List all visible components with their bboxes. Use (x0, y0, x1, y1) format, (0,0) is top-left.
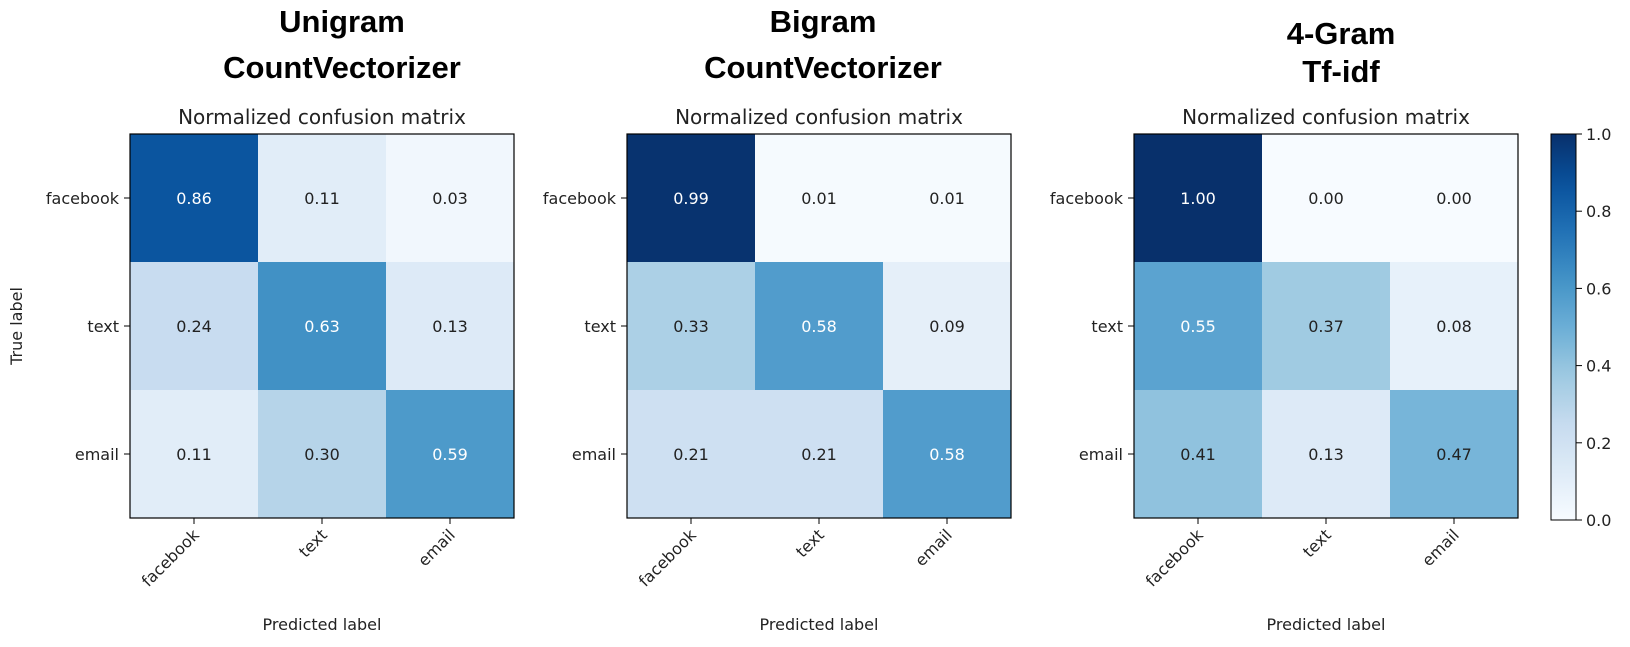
chart-1-title: Normalized confusion matrix (178, 105, 466, 129)
chart-1-cell-label-2-2: 0.59 (432, 445, 468, 464)
chart-2-xtick-label-2: email (911, 525, 956, 570)
chart-3-cell-label-0-1: 0.00 (1308, 189, 1344, 208)
chart-3-cell-label-1-0: 0.55 (1180, 317, 1216, 336)
chart-1-ytick-label-2: email (75, 445, 119, 464)
chart-3-ytick-label-0: facebook (1050, 189, 1124, 208)
chart-1-cell-label-1-0: 0.24 (176, 317, 212, 336)
chart-1-cell-0-2 (386, 134, 514, 262)
chart-1-cell-0-0 (130, 134, 258, 262)
chart-1-xlabel: Predicted label (263, 615, 382, 634)
chart-2-xtick-label-1: text (792, 525, 828, 561)
chart-1-heading-line-2: CountVectorizer (223, 50, 461, 85)
chart-2-cell-label-1-0: 0.33 (673, 317, 709, 336)
chart-3-cell-2-0 (1134, 390, 1262, 518)
chart-2-cell-0-2 (883, 134, 1011, 262)
chart-2-cell-1-2 (883, 262, 1011, 390)
chart-3-cell-1-0 (1134, 262, 1262, 390)
chart-1-cell-2-1 (258, 390, 386, 518)
chart-2-ytick-label-1: text (584, 317, 616, 336)
colorbar-tick-label-3: 0.4 (1586, 357, 1611, 376)
chart-3-cell-1-2 (1390, 262, 1518, 390)
chart-3-heading-line-2: Tf-idf (1302, 54, 1380, 89)
chart-2-cell-label-2-2: 0.58 (929, 445, 965, 464)
chart-1-cell-0-1 (258, 134, 386, 262)
chart-3-cell-0-0 (1134, 134, 1262, 262)
colorbar-tick-label-2: 0.6 (1586, 279, 1611, 298)
chart-2-cell-label-0-0: 0.99 (673, 189, 709, 208)
chart-3-cell-0-2 (1390, 134, 1518, 262)
chart-1-ytick-label-0: facebook (46, 189, 120, 208)
chart-1-cell-label-2-1: 0.30 (304, 445, 340, 464)
chart-3-xtick-label-1: text (1299, 525, 1335, 561)
chart-1-cell-2-0 (130, 390, 258, 518)
chart-3-cell-0-1 (1262, 134, 1390, 262)
chart-3-cell-label-2-0: 0.41 (1180, 445, 1216, 464)
chart-2-cell-label-1-1: 0.58 (801, 317, 837, 336)
chart-2-ytick-label-2: email (572, 445, 616, 464)
chart-2-cell-label-2-1: 0.21 (801, 445, 837, 464)
colorbar (1550, 133, 1577, 521)
chart-3-xtick-label-0: facebook (1142, 525, 1208, 591)
colorbar-tick-label-1: 0.8 (1586, 202, 1611, 221)
chart-2-cell-2-2 (883, 390, 1011, 518)
chart-2-title: Normalized confusion matrix (675, 105, 963, 129)
chart-1-cell-2-2 (386, 390, 514, 518)
chart-2-xtick-label-0: facebook (635, 525, 701, 591)
chart-1-cell-label-0-1: 0.11 (304, 189, 340, 208)
colorbar-tick-label-5: 0.0 (1586, 511, 1611, 530)
chart-3-heading-line-1: 4-Gram (1287, 16, 1396, 51)
colorbar-tick-label-4: 0.2 (1586, 434, 1611, 453)
chart-1-ytick-label-1: text (87, 317, 119, 336)
chart-2-cell-0-0 (627, 134, 755, 262)
chart-3-xtick-label-2: email (1418, 525, 1463, 570)
chart-1-cell-label-0-2: 0.03 (432, 189, 468, 208)
chart-2-xlabel: Predicted label (760, 615, 879, 634)
chart-1-cell-label-2-0: 0.11 (176, 445, 212, 464)
chart-1-cell-label-1-1: 0.63 (304, 317, 340, 336)
chart-3-ytick-label-2: email (1079, 445, 1123, 464)
chart-3-cell-label-0-2: 0.00 (1436, 189, 1472, 208)
chart-1-cell-1-1 (258, 262, 386, 390)
chart-3-xlabel: Predicted label (1267, 615, 1386, 634)
chart-2-ytick-label-0: facebook (543, 189, 617, 208)
chart-3-cell-label-0-0: 1.00 (1180, 189, 1216, 208)
chart-2-cell-label-1-2: 0.09 (929, 317, 965, 336)
chart-1-cell-1-0 (130, 262, 258, 390)
chart-1-xtick-label-0: facebook (138, 525, 204, 591)
chart-2-heading-line-1: Bigram (770, 4, 877, 39)
chart-2-cell-label-0-2: 0.01 (929, 189, 965, 208)
colorbar-tick-label-0: 1.0 (1586, 125, 1611, 144)
chart-2-cell-2-1 (755, 390, 883, 518)
chart-3-ytick-label-1: text (1091, 317, 1123, 336)
chart-1-ylabel: True label (7, 287, 26, 366)
chart-2-cell-label-0-1: 0.01 (801, 189, 837, 208)
chart-2-cell-2-0 (627, 390, 755, 518)
chart-3-cell-2-1 (1262, 390, 1390, 518)
chart-3-title: Normalized confusion matrix (1182, 105, 1470, 129)
chart-3-cell-2-2 (1390, 390, 1518, 518)
chart-3-cell-1-1 (1262, 262, 1390, 390)
chart-3-cell-label-2-2: 0.47 (1436, 445, 1472, 464)
chart-2-cell-1-0 (627, 262, 755, 390)
chart-1-cell-label-0-0: 0.86 (176, 189, 212, 208)
chart-1-xtick-label-1: text (295, 525, 331, 561)
chart-3-cell-label-2-1: 0.13 (1308, 445, 1344, 464)
chart-3-cell-label-1-1: 0.37 (1308, 317, 1344, 336)
chart-2-cell-label-2-0: 0.21 (673, 445, 709, 464)
chart-1-cell-1-2 (386, 262, 514, 390)
chart-1-heading-line-1: Unigram (279, 4, 405, 39)
chart-2-cell-1-1 (755, 262, 883, 390)
chart-2-heading-line-2: CountVectorizer (704, 50, 942, 85)
chart-1-xtick-label-2: email (414, 525, 459, 570)
chart-3-cell-label-1-2: 0.08 (1436, 317, 1472, 336)
chart-1-cell-label-1-2: 0.13 (432, 317, 468, 336)
chart-2-cell-0-1 (755, 134, 883, 262)
